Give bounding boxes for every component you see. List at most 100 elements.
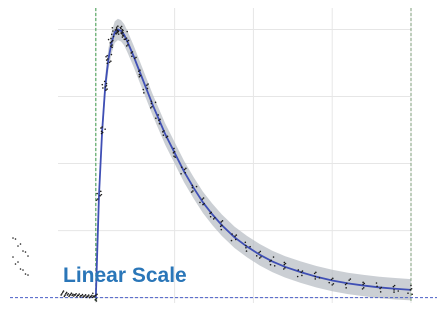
data-point bbox=[185, 167, 187, 170]
data-point bbox=[184, 171, 187, 174]
data-point bbox=[221, 220, 224, 222]
data-point bbox=[127, 39, 130, 42]
data-point bbox=[131, 55, 133, 58]
data-point bbox=[259, 250, 262, 253]
data-point bbox=[19, 268, 22, 270]
data-point bbox=[102, 87, 104, 89]
data-point bbox=[231, 233, 233, 235]
data-point bbox=[296, 275, 299, 278]
data-point bbox=[220, 228, 223, 231]
data-point bbox=[269, 260, 271, 263]
data-point bbox=[173, 150, 176, 153]
data-point bbox=[203, 202, 205, 205]
data-point bbox=[362, 283, 364, 286]
data-point bbox=[115, 28, 118, 31]
data-point bbox=[115, 33, 117, 35]
data-point bbox=[99, 194, 101, 197]
data-point bbox=[120, 25, 123, 28]
data-point bbox=[143, 92, 145, 94]
data-point bbox=[126, 40, 129, 43]
data-point bbox=[105, 84, 108, 87]
data-point bbox=[331, 284, 334, 286]
data-point bbox=[147, 83, 149, 85]
data-point bbox=[104, 128, 106, 130]
data-point bbox=[410, 284, 412, 287]
data-point bbox=[125, 45, 128, 47]
data-point bbox=[110, 53, 113, 56]
data-point bbox=[101, 126, 103, 128]
data-point bbox=[64, 294, 66, 296]
data-point bbox=[139, 69, 141, 71]
data-point bbox=[101, 131, 104, 134]
data-point bbox=[104, 86, 107, 88]
data-point bbox=[173, 155, 175, 157]
data-point bbox=[234, 238, 237, 241]
data-point bbox=[116, 31, 119, 34]
data-point bbox=[27, 255, 29, 257]
data-point bbox=[301, 270, 304, 272]
data-point bbox=[117, 30, 119, 32]
data-point bbox=[361, 288, 364, 290]
data-point bbox=[220, 221, 223, 223]
data-point bbox=[255, 255, 258, 257]
data-point bbox=[214, 217, 216, 219]
data-point bbox=[345, 282, 348, 285]
data-point bbox=[151, 105, 153, 108]
data-point bbox=[158, 122, 161, 125]
data-point bbox=[101, 83, 104, 86]
data-point bbox=[88, 296, 91, 299]
data-point bbox=[258, 257, 261, 259]
data-point bbox=[362, 286, 365, 289]
data-point bbox=[91, 294, 93, 297]
data-point bbox=[411, 293, 414, 296]
data-point bbox=[111, 46, 113, 49]
data-point bbox=[69, 293, 72, 296]
data-point bbox=[99, 190, 102, 193]
data-point bbox=[110, 60, 112, 62]
data-point bbox=[314, 275, 317, 278]
data-point bbox=[180, 172, 182, 175]
data-point bbox=[138, 73, 141, 76]
data-point bbox=[66, 294, 69, 296]
data-point bbox=[219, 225, 222, 228]
data-point bbox=[115, 26, 118, 29]
data-point bbox=[17, 261, 19, 263]
data-point bbox=[12, 256, 14, 258]
data-point bbox=[112, 35, 115, 38]
data-point bbox=[134, 57, 136, 60]
data-point bbox=[14, 263, 17, 265]
data-point bbox=[165, 136, 168, 139]
data-point bbox=[282, 268, 285, 270]
data-point bbox=[103, 80, 106, 83]
data-point bbox=[345, 287, 347, 289]
data-point bbox=[70, 292, 73, 295]
data-point bbox=[332, 282, 335, 285]
data-point bbox=[245, 244, 247, 247]
data-point bbox=[61, 292, 63, 295]
data-point bbox=[245, 250, 248, 252]
data-point bbox=[173, 147, 175, 150]
data-point bbox=[24, 251, 27, 253]
data-point bbox=[100, 193, 103, 196]
data-point bbox=[283, 261, 286, 264]
data-point bbox=[297, 269, 300, 271]
data-point bbox=[155, 117, 157, 119]
data-point bbox=[210, 211, 213, 214]
data-point bbox=[110, 40, 113, 43]
data-point bbox=[332, 277, 334, 280]
data-point bbox=[63, 295, 66, 298]
data-point bbox=[379, 291, 382, 293]
data-point bbox=[62, 290, 65, 292]
data-point bbox=[202, 197, 205, 199]
data-point bbox=[393, 289, 395, 291]
data-point bbox=[22, 269, 24, 271]
data-point bbox=[22, 250, 24, 252]
data-point bbox=[260, 256, 262, 258]
data-point bbox=[150, 102, 153, 105]
data-point bbox=[330, 278, 333, 281]
data-point bbox=[95, 199, 98, 201]
data-point bbox=[146, 84, 148, 86]
data-point bbox=[137, 70, 140, 73]
scatter-point-layer bbox=[12, 25, 414, 302]
